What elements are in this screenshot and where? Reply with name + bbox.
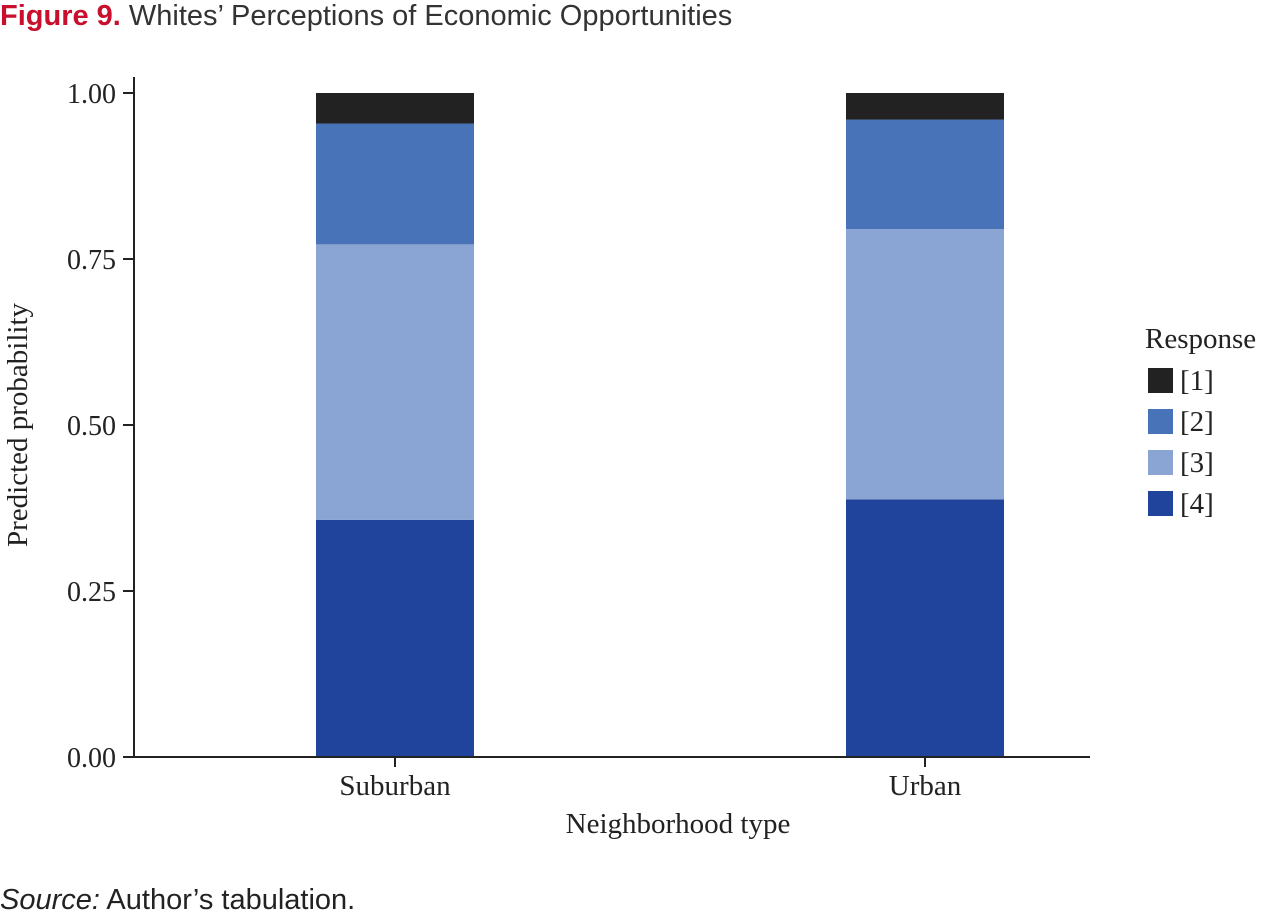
x-tick-label: Suburban <box>339 770 451 802</box>
figure-title: Figure 9. Whites’ Perceptions of Economi… <box>0 0 732 32</box>
legend-label: [2] <box>1180 406 1214 438</box>
legend-label: [1] <box>1180 365 1214 397</box>
source-text: Author’s tabulation. <box>99 884 356 916</box>
y-tick-label: 1.00 <box>67 79 116 110</box>
bar-suburban-response-3 <box>316 244 474 520</box>
x-axis-label: Neighborhood type <box>566 808 791 840</box>
y-ticks-group: 0.00 0.25 0.50 0.75 1.00 <box>67 79 134 774</box>
legend: Response [1] [2] [3] [4] <box>1145 323 1256 520</box>
bar-suburban-response-2 <box>316 123 474 245</box>
x-ticks-group: Suburban Urban <box>339 757 962 802</box>
bar-suburban-response-4 <box>316 519 474 757</box>
bar-urban-response-4 <box>846 499 1004 757</box>
bar-urban-response-2 <box>846 119 1004 230</box>
x-tick-label: Urban <box>889 770 962 802</box>
legend-swatch-4 <box>1148 491 1173 516</box>
stacked-bar-chart: 0.00 0.25 0.50 0.75 1.00 Suburban Urban Neigh… <box>2 77 1256 840</box>
y-tick-label: 0.00 <box>67 743 116 774</box>
legend-swatch-3 <box>1148 450 1173 475</box>
figure-label: Figure 9. <box>0 0 121 32</box>
legend-label: [4] <box>1180 488 1214 520</box>
bar-urban-response-1 <box>846 93 1004 120</box>
y-tick-label: 0.50 <box>67 411 116 442</box>
bar-suburban-response-1 <box>316 93 474 124</box>
source-note: Source: Author’s tabulation. <box>0 884 355 916</box>
bars-group <box>316 93 1004 757</box>
y-tick-label: 0.75 <box>67 245 116 276</box>
legend-title: Response <box>1145 323 1256 355</box>
source-label: Source: <box>0 884 100 916</box>
y-axis-label: Predicted probability <box>2 302 34 547</box>
legend-label: [3] <box>1180 447 1214 479</box>
figure-title-text: Whites’ Perceptions of Economic Opportun… <box>128 0 733 32</box>
y-tick-label: 0.25 <box>67 577 116 608</box>
bar-urban-response-3 <box>846 229 1004 500</box>
legend-swatch-1 <box>1148 368 1173 393</box>
legend-swatch-2 <box>1148 409 1173 434</box>
